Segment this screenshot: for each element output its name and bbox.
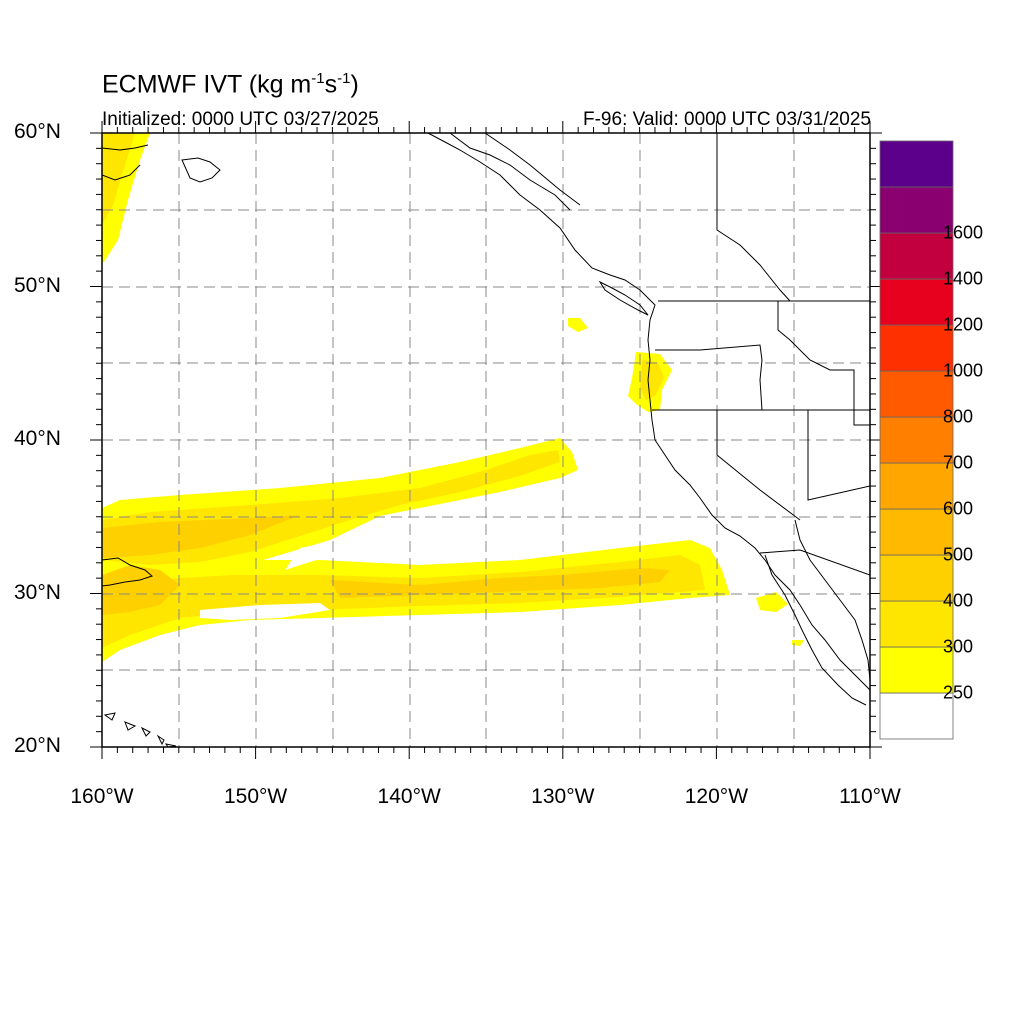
coastline-alaska-panhandle	[449, 133, 571, 211]
colorbar-label: 250	[943, 682, 974, 703]
lat-tick-label: 20°N	[14, 734, 61, 757]
lon-tick-label: 160°W	[70, 785, 134, 808]
coastline-northwest-inset	[102, 557, 153, 587]
colorbar-label: 1600	[943, 222, 984, 243]
ivt-blob-oregon-core	[640, 360, 664, 400]
ivt-band-south-max	[330, 568, 670, 598]
valid-time-label: F-96: Valid: 0000 UTC 03/31/2025	[583, 109, 871, 130]
coastline-north-america	[427, 133, 870, 691]
lat-tick-label: 30°N	[14, 580, 61, 604]
border-bc-alberta	[716, 133, 791, 302]
lat-tick-label: 60°N	[14, 120, 61, 143]
colorbar-box-500	[879, 508, 954, 556]
colorbar-box-1400	[879, 232, 954, 280]
ivt-blob-baja	[756, 592, 788, 612]
colorbar-label: 300	[943, 636, 974, 657]
colorbar-box-1200	[879, 278, 954, 326]
colorbar-label: 400	[943, 590, 974, 611]
ivt-band-north-max	[102, 515, 300, 558]
colorbar-box-1600	[879, 186, 954, 234]
colorbar-label: 800	[943, 406, 974, 427]
colorbar	[879, 140, 954, 740]
colorbar-label: 700	[943, 452, 974, 473]
political-borders	[484, 133, 870, 576]
colorbar-box-600	[879, 462, 954, 510]
coastline-gulf-california	[794, 519, 870, 681]
lat-tick-label: 40°N	[14, 427, 61, 450]
coastline-vancouver-island	[598, 280, 649, 316]
border-ca-nv	[716, 410, 801, 521]
border-alaska-canada	[484, 133, 581, 206]
colorbar-label: 1400	[943, 268, 984, 289]
colorbar-box-800	[879, 370, 954, 418]
coastlines	[102, 133, 870, 747]
colorbar-label: 600	[943, 498, 974, 519]
border-idaho	[777, 301, 870, 426]
coastline-baja	[764, 554, 867, 706]
coastline-alaska-peninsula	[102, 144, 149, 151]
colorbar-box-300	[879, 600, 954, 648]
colorbar-label: 500	[943, 544, 974, 565]
lon-tick-label: 120°W	[684, 785, 749, 808]
colorbar-label: 1200	[943, 314, 984, 335]
lon-tick-label: 140°W	[377, 785, 441, 808]
ivt-blob-offshore-wa	[568, 318, 588, 332]
ivt-shading	[102, 133, 804, 662]
colorbar-box-700	[879, 416, 954, 464]
grid-lines	[102, 133, 870, 747]
minor-ticks	[90, 121, 882, 759]
border-us-mexico	[759, 549, 870, 576]
lon-tick-label: 150°W	[223, 785, 288, 808]
init-time-label: Initialized: 0000 UTC 03/27/2025	[102, 109, 379, 130]
lat-tick-label: 50°N	[14, 273, 61, 297]
border-wa-or	[655, 344, 763, 411]
colorbar-box-above-1600	[879, 140, 954, 188]
ivt-gap-2	[200, 603, 330, 620]
map-title: ECMWF IVT (kg m-1s-1)	[102, 70, 359, 99]
colorbar-box-250	[879, 646, 954, 694]
colorbar-label: 1000	[943, 360, 984, 381]
coastline-hawaii	[103, 712, 177, 747]
ivt-band-south-west-max	[102, 565, 180, 615]
colorbar-box-1000	[879, 324, 954, 372]
ivt-gap-1	[285, 540, 345, 570]
coastline-kodiak	[181, 157, 221, 183]
ivt-blob-baja-south	[792, 640, 804, 646]
lon-tick-label: 110°W	[839, 785, 901, 808]
coastline-northwest-corner	[102, 164, 141, 181]
lon-tick-label: 130°W	[531, 785, 595, 808]
border-nv-ut-az	[807, 410, 870, 501]
